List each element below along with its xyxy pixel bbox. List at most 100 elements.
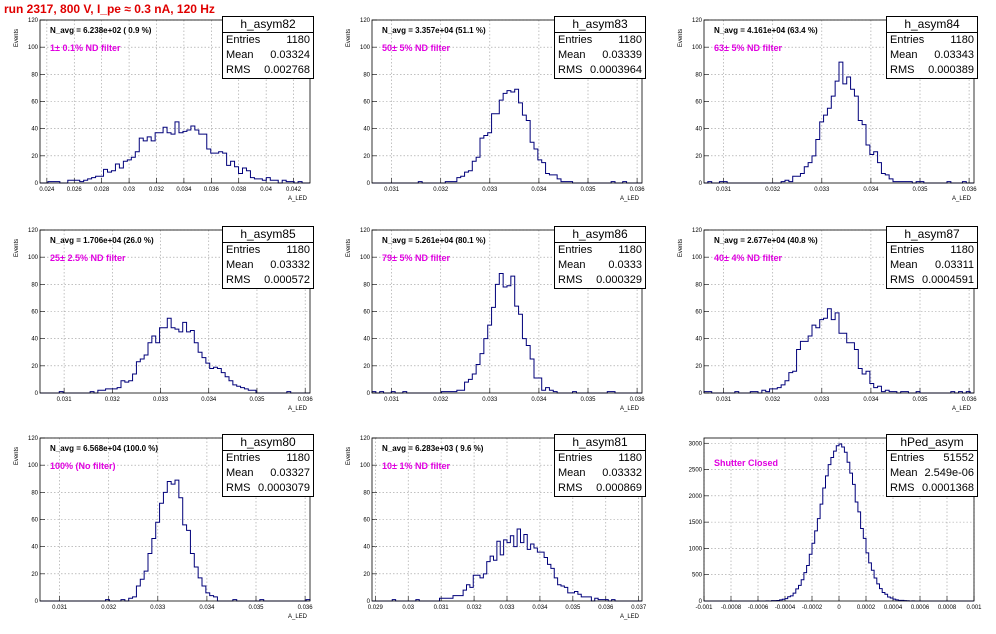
- filter-label: 40± 4% ND filter: [714, 253, 782, 263]
- x-tick-label: 0.038: [231, 187, 247, 193]
- stats-mean-label: Mean: [890, 259, 918, 271]
- plot-frame: [703, 19, 975, 184]
- stats-rms-label: RMS: [226, 274, 251, 286]
- stats-entries-label: Entries: [558, 452, 593, 464]
- stats-mean-row: Mean 0.03327: [223, 466, 313, 481]
- x-tick-label: 0.029: [368, 605, 384, 611]
- histogram-panel-h_asym85: 0 20 40 60 80 100 120 0.031 0.032 0.033 0.034 0.035…: [12, 226, 330, 426]
- y-axis-label: Events: [346, 239, 352, 257]
- x-tick-label: 0.001: [966, 605, 982, 611]
- x-tick-label: 0.0004: [884, 605, 903, 611]
- filter-label: 25± 2.5% ND filter: [50, 253, 126, 263]
- y-tick-label: 80: [363, 490, 370, 496]
- navg-label: N_avg = 6.238e+02 ( 0.9 %): [50, 26, 152, 35]
- y-tick-label: 3000: [689, 441, 703, 447]
- stats-mean-label: Mean: [890, 49, 918, 61]
- y-tick-label: 80: [695, 72, 702, 78]
- histogram-name: h_asym84: [887, 17, 977, 33]
- x-tick-label: 0.036: [630, 187, 646, 193]
- x-tick-label: 0.04: [260, 187, 272, 193]
- y-tick-label: 40: [363, 127, 370, 133]
- filter-label: 100% (No filter): [50, 461, 116, 471]
- y-tick-label: 1500: [689, 520, 703, 526]
- histogram-line: [40, 121, 310, 184]
- y-tick-label: 0: [367, 181, 371, 187]
- x-tick-label: 0.036: [962, 397, 978, 403]
- x-tick-label: 0.036: [962, 187, 978, 193]
- x-tick-label: 0.037: [631, 605, 647, 611]
- stats-rms-row: RMS 0.000389: [887, 63, 977, 78]
- y-tick-label: 60: [695, 100, 702, 106]
- histogram-panel-h_asym87: 0 20 40 60 80 100 120 0.031 0.032 0.033 0.034 0.035…: [676, 226, 994, 426]
- y-tick-label: 20: [363, 364, 370, 370]
- x-tick-label: 0.034: [863, 397, 879, 403]
- stats-mean-value: 0.03324: [270, 49, 310, 61]
- x-axis-label: A_LED: [288, 196, 308, 202]
- filter-label: 50± 5% ND filter: [382, 43, 450, 53]
- plot-frame: [39, 19, 311, 184]
- page-title: run 2317, 800 V, I_pe ≈ 0.3 nA, 120 Hz: [4, 2, 215, 16]
- x-tick-label: 0.035: [580, 187, 596, 193]
- histogram-panel-h_asym83: 0 20 40 60 80 100 120 0.031 0.032 0.033 0.034 0.035…: [344, 16, 662, 216]
- y-axis-label: Events: [678, 239, 684, 257]
- y-tick-label: 60: [363, 518, 370, 524]
- x-tick-label: 0.033: [482, 397, 498, 403]
- stats-box: h_asym86 Entries 1180 Mean 0.0333 RMS 0.000329: [554, 226, 646, 289]
- histogram-name: h_asym82: [223, 17, 313, 33]
- x-tick-label: 0.035: [249, 397, 265, 403]
- stats-entries-label: Entries: [890, 244, 925, 256]
- stats-mean-value: 0.03332: [270, 259, 310, 271]
- stats-mean-value: 0.0333: [608, 259, 642, 271]
- histogram-name: h_asym83: [555, 17, 645, 33]
- x-tick-label: 0.034: [531, 187, 547, 193]
- stats-entries-value: 1180: [618, 34, 642, 46]
- x-tick-label: 0.032: [105, 397, 121, 403]
- stats-mean-value: 0.03339: [602, 49, 642, 61]
- stats-entries-value: 1180: [286, 34, 310, 46]
- stats-entries-row: Entries 51552: [887, 451, 977, 466]
- histogram-name: h_asym80: [223, 435, 313, 451]
- x-axis-label: A_LED: [952, 196, 972, 202]
- stats-rms-label: RMS: [226, 482, 251, 494]
- stats-entries-label: Entries: [558, 34, 593, 46]
- navg-label: N_avg = 6.283e+03 ( 9.6 %): [382, 444, 484, 453]
- stats-entries-label: Entries: [890, 452, 925, 464]
- x-tick-label: 0.033: [814, 397, 830, 403]
- x-tick-label: 0.032: [433, 187, 449, 193]
- x-tick-label: 0.036: [204, 187, 220, 193]
- x-tick-label: 0.031: [716, 397, 732, 403]
- y-tick-label: 100: [28, 45, 39, 51]
- stats-entries-label: Entries: [226, 34, 261, 46]
- y-tick-label: 0: [35, 181, 39, 187]
- histogram-name: hPed_asym: [887, 435, 977, 451]
- x-tick-label: 0.0002: [857, 605, 876, 611]
- y-tick-label: 40: [31, 127, 38, 133]
- y-tick-label: 60: [695, 310, 702, 316]
- x-tick-label: 0.036: [598, 605, 614, 611]
- filter-label: Shutter Closed: [714, 458, 779, 468]
- stats-mean-label: Mean: [890, 467, 918, 479]
- plot-frame: [703, 229, 975, 394]
- stats-entries-row: Entries 1180: [555, 33, 645, 48]
- stats-rms-value: 0.000389: [928, 64, 974, 76]
- navg-label: N_avg = 6.568e+04 (100.0 %): [50, 444, 159, 453]
- x-axis-label: A_LED: [288, 406, 308, 412]
- y-tick-label: 0: [699, 181, 703, 187]
- filter-label: 1± 0.1% ND filter: [50, 43, 121, 53]
- histogram-panel-h_asym81: 0 20 40 60 80 100 120 0.029 0.03 0.031 0.032 0.033 0…: [344, 434, 662, 634]
- stats-box: hPed_asym Entries 51552 Mean 2.549e-06 RMS 0.0…: [886, 434, 978, 497]
- stats-rms-value: 0.000572: [264, 274, 310, 286]
- y-tick-label: 20: [363, 572, 370, 578]
- stats-entries-value: 1180: [618, 452, 642, 464]
- x-tick-label: 0.036: [298, 397, 314, 403]
- y-tick-label: 80: [695, 282, 702, 288]
- plot-frame: [703, 437, 975, 602]
- histogram-line: [371, 272, 642, 394]
- y-tick-label: 20: [695, 364, 702, 370]
- stats-rms-value: 0.0003964: [590, 64, 642, 76]
- y-tick-label: 80: [31, 490, 38, 496]
- x-tick-label: 0.036: [298, 605, 314, 611]
- x-tick-label: 0: [837, 605, 841, 611]
- stats-mean-row: Mean 0.03339: [555, 48, 645, 63]
- y-axis-label: Events: [346, 29, 352, 47]
